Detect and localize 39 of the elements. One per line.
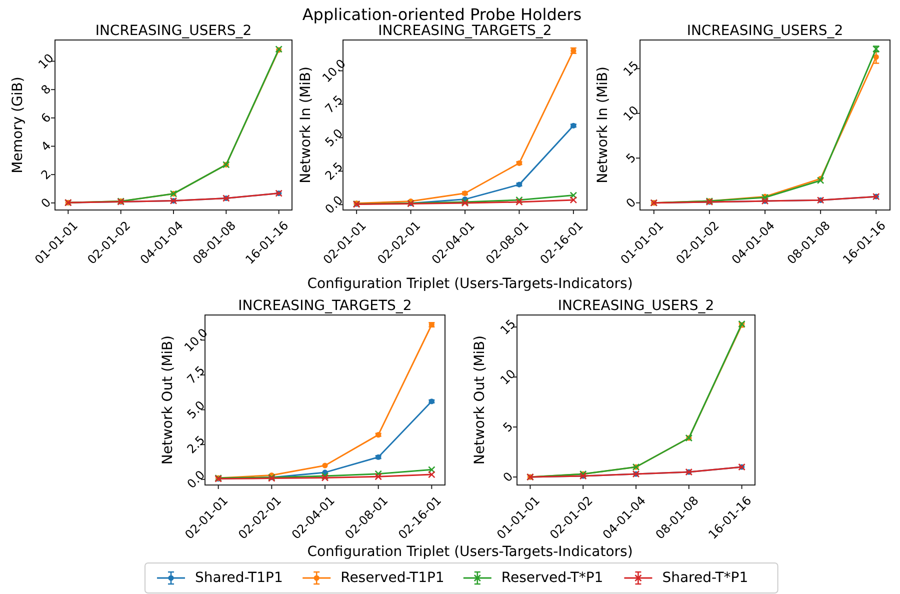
y-tick-label: 4 (38, 138, 54, 154)
chart-title: INCREASING_TARGETS_2 (378, 23, 552, 39)
y-axis-title: Network Out (MiB) (472, 335, 488, 465)
y-tick-label: 8 (38, 82, 54, 98)
y-axis-title: Network In (MiB) (595, 66, 611, 184)
y-tick-label: 2 (38, 166, 54, 182)
y-tick-label: 5.0 (322, 126, 346, 150)
x-axis-title: Configuration Triplet (Users-Targets-Indicators) (307, 544, 633, 560)
y-tick-label: 10 (36, 50, 56, 72)
y-tick-label: 0 (500, 469, 516, 485)
y-tick-label: 10 (620, 103, 642, 124)
y-tick-label: 6 (38, 110, 54, 126)
y-tick-label: 2.5 (184, 432, 208, 456)
y-tick-label: 7.5 (322, 92, 346, 116)
legend-label: Shared-T1P1 (195, 570, 283, 586)
y-tick-label: 0.0 (322, 192, 346, 216)
y-tick-label: 5 (500, 419, 516, 435)
y-axis-title: Memory (GiB) (10, 76, 26, 174)
chart-title: INCREASING_USERS_2 (686, 23, 844, 39)
y-tick-label: 5.0 (184, 398, 208, 422)
y-tick-label: 0 (38, 195, 54, 211)
y-tick-label: 15 (498, 316, 518, 338)
y-axis-title: Network In (MiB) (298, 66, 314, 184)
y-tick-label: 2.5 (322, 159, 346, 183)
chart-title: INCREASING_USERS_2 (95, 23, 252, 39)
y-tick-label: 10 (498, 366, 518, 388)
y-axis-title: Network Out (MiB) (160, 335, 176, 465)
y-tick-label: 0 (623, 195, 639, 210)
legend-label: Reserved-T1P1 (340, 570, 444, 586)
x-axis-title: Configuration Triplet (Users-Targets-Indicators) (307, 276, 633, 292)
y-tick-label: 0.0 (184, 468, 208, 492)
legend-label: Reserved-T*P1 (501, 570, 604, 586)
y-tick-label: 15 (620, 58, 642, 79)
chart-title: INCREASING_USERS_2 (558, 298, 714, 314)
legend-label: Shared-T*P1 (662, 570, 748, 586)
y-tick-label: 5 (623, 150, 639, 166)
y-tick-label: 7.5 (184, 363, 208, 387)
chart-title: INCREASING_TARGETS_2 (238, 298, 412, 314)
text: Application-oriented Probe Holders (302, 5, 582, 24)
